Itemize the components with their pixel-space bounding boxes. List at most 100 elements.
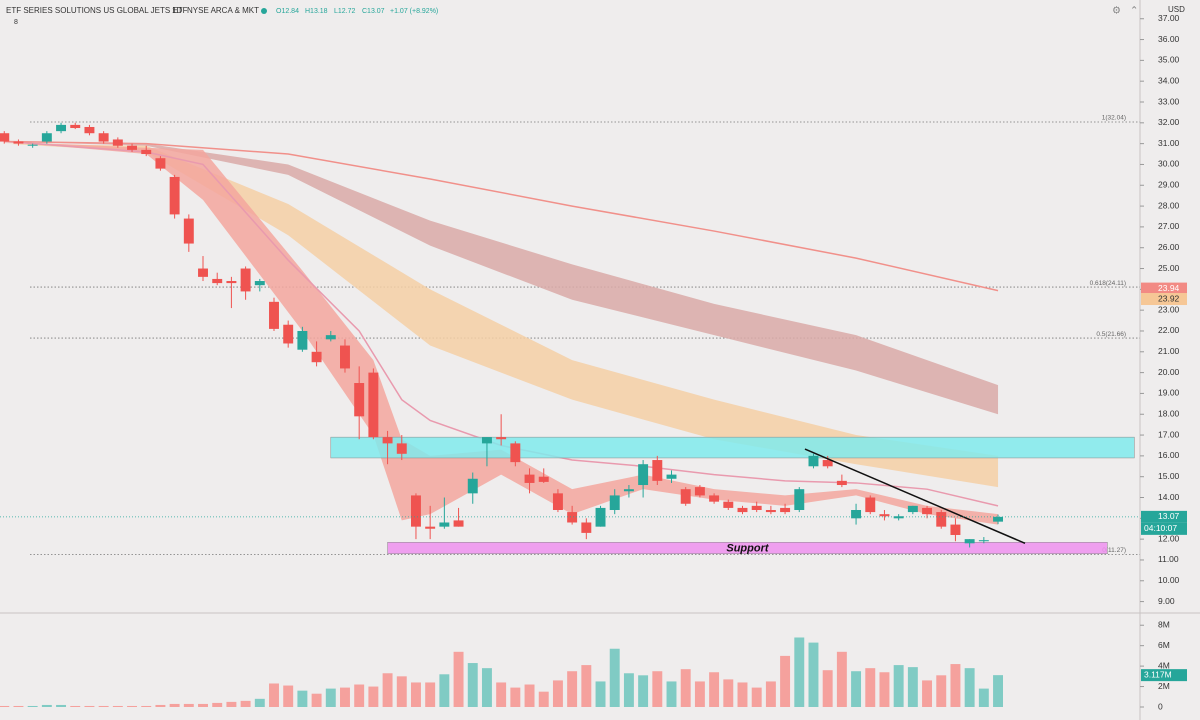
ma-band — [4, 141, 999, 525]
interval[interactable]: 1D — [172, 6, 182, 15]
zone-label: Support — [726, 542, 769, 554]
volume-bar — [453, 651, 464, 707]
candle-body — [240, 268, 251, 292]
candle-body — [765, 510, 776, 513]
candle-body — [836, 480, 847, 486]
candle-body — [212, 278, 223, 284]
volume-bar — [183, 703, 194, 707]
volume-bar — [865, 668, 876, 707]
volume-bar — [325, 688, 336, 707]
volume-bar — [794, 637, 805, 707]
volume-bar — [396, 676, 407, 707]
price-tag-label: 23.94 — [1158, 283, 1180, 293]
volume-bar — [524, 684, 535, 707]
volume-tick-label: 8M — [1158, 619, 1170, 629]
volume-tag-label: 3.117M — [1144, 669, 1172, 679]
volume-bar — [98, 705, 109, 707]
volume-bar — [680, 669, 691, 707]
candle-body — [254, 281, 265, 286]
volume-bar — [879, 672, 890, 707]
y-tick-label: 20.00 — [1158, 367, 1180, 377]
volume-bar — [510, 687, 521, 707]
volume-bar — [169, 703, 180, 707]
candle-body — [382, 437, 393, 444]
y-tick-label: 11.00 — [1158, 554, 1179, 564]
volume-bar — [836, 651, 847, 707]
volume-bar — [141, 705, 152, 707]
zone — [387, 542, 1108, 554]
candle-body — [780, 507, 791, 513]
volume-bar — [666, 681, 677, 707]
candle-body — [155, 158, 166, 169]
volume-bar — [425, 682, 436, 707]
candle-body — [552, 493, 563, 510]
volume-bar — [439, 674, 450, 707]
volume-bar — [0, 705, 10, 707]
chart-title: ETF SERIES SOLUTIONS US GLOBAL JETS ETF — [6, 6, 188, 15]
volume-bar — [84, 705, 95, 707]
y-tick-label: 25.00 — [1158, 263, 1180, 273]
ohlc-change: +1.07 (+8.92%) — [390, 8, 438, 15]
volume-tick-label: 4M — [1158, 660, 1170, 670]
y-tick-label: 36.00 — [1158, 34, 1180, 44]
candle-body — [893, 516, 904, 519]
price-tag-label: 23.92 — [1158, 293, 1180, 303]
candle-body — [183, 218, 194, 244]
volume-bar — [950, 664, 961, 707]
volume-bar — [56, 704, 67, 707]
volume-tick-label: 2M — [1158, 681, 1170, 691]
volume-bar — [737, 682, 748, 707]
candle-body — [879, 514, 890, 517]
candle-body — [0, 133, 10, 142]
volume-bar — [269, 683, 279, 707]
volume-bar — [481, 668, 492, 707]
candle-body — [964, 539, 975, 544]
volume-bar — [552, 680, 563, 707]
volume-bar — [893, 665, 904, 707]
y-tick-label: 17.00 — [1158, 429, 1180, 439]
candle-body — [638, 464, 649, 486]
candle-body — [169, 176, 180, 215]
volume-bar — [254, 698, 265, 707]
candle-body — [510, 443, 521, 463]
indicator-count[interactable]: 8 — [14, 19, 18, 26]
candle-body — [496, 437, 507, 440]
candle-body — [27, 144, 38, 146]
candle-body — [567, 512, 578, 523]
candle-body — [609, 495, 620, 510]
volume-bar — [368, 686, 379, 707]
candle-body — [226, 281, 237, 284]
y-tick-label: 35.00 — [1158, 55, 1180, 65]
volume-bar — [595, 681, 606, 707]
candle-body — [865, 497, 876, 513]
volume-bar — [112, 705, 123, 707]
header: ETF SERIES SOLUTIONS US GLOBAL JETS ETF … — [6, 5, 1185, 26]
countdown: 04:10:07 — [1144, 523, 1177, 533]
y-tick-label: 19.00 — [1158, 388, 1180, 398]
y-tick-label: 21.00 — [1158, 346, 1180, 356]
candle-body — [112, 139, 123, 146]
volume-bar — [155, 704, 166, 707]
y-tick-label: 16.00 — [1158, 450, 1180, 460]
settings-icon[interactable]: ⚙ — [1112, 6, 1121, 17]
candle-body — [396, 443, 407, 454]
candle-body — [269, 301, 279, 329]
volume-bar — [354, 684, 365, 707]
volume-bar — [226, 701, 237, 707]
collapse-icon[interactable]: ⌃ — [1130, 6, 1138, 17]
volume-bar — [212, 702, 223, 707]
candle-body — [808, 455, 819, 467]
y-tick-label: 29.00 — [1158, 180, 1180, 190]
candle-body — [524, 474, 535, 483]
candle-body — [950, 524, 961, 535]
volume-bar — [581, 665, 592, 707]
candle-body — [297, 330, 308, 350]
countdown-bg — [1141, 522, 1187, 535]
volume-bar — [851, 671, 862, 707]
volume-bar — [694, 681, 705, 707]
currency: USD — [1168, 5, 1185, 14]
candle-body — [283, 324, 294, 344]
price-tag — [1141, 510, 1187, 523]
volume-bar — [964, 668, 975, 707]
